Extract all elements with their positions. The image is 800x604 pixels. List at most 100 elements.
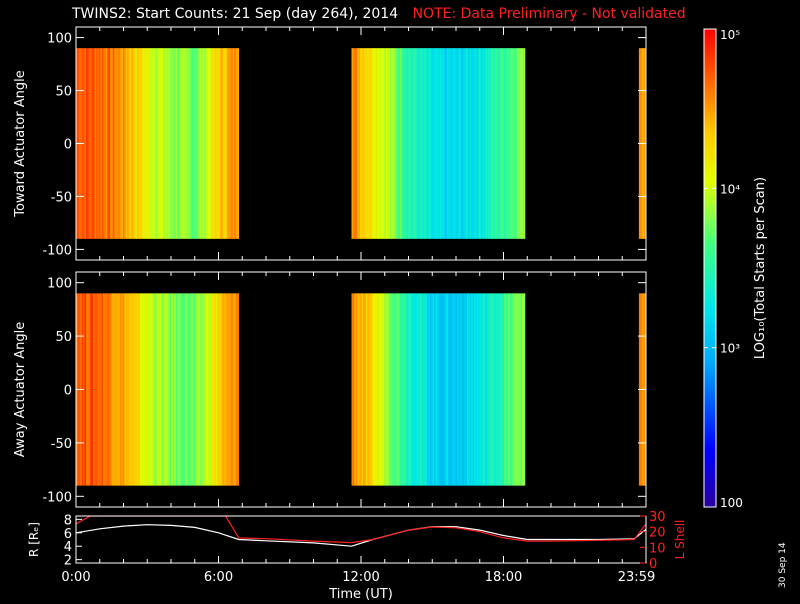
heatmap-column bbox=[182, 48, 185, 239]
heatmap-column bbox=[401, 48, 404, 239]
heatmap-column bbox=[360, 48, 362, 239]
heatmap-column bbox=[174, 293, 177, 486]
heatmap-column bbox=[419, 48, 422, 239]
heatmap-column bbox=[439, 48, 442, 239]
heatmap-column bbox=[481, 48, 483, 239]
heatmap-column bbox=[512, 48, 515, 239]
heatmap-column bbox=[140, 48, 142, 239]
heatmap-column bbox=[85, 48, 88, 239]
heatmap-column bbox=[389, 293, 392, 486]
heatmap-column bbox=[135, 48, 138, 239]
heatmap-column bbox=[404, 48, 407, 239]
heatmap-column bbox=[204, 48, 207, 239]
heatmap-column bbox=[175, 293, 178, 486]
heatmap-column bbox=[491, 293, 493, 486]
heatmap-column bbox=[498, 293, 501, 486]
heatmap-column bbox=[142, 48, 145, 239]
heatmap-column bbox=[208, 48, 211, 239]
y-axis-label: R [Rₑ] bbox=[27, 522, 41, 557]
heatmap-column bbox=[145, 48, 148, 239]
plot-title: TWINS2: Start Counts: 21 Sep (day 264), … bbox=[72, 6, 686, 22]
heatmap-column bbox=[418, 293, 421, 486]
heatmap-column bbox=[449, 293, 452, 486]
heatmap-column bbox=[492, 293, 495, 486]
x-tick-label: 12:00 bbox=[342, 570, 379, 585]
heatmap-column bbox=[409, 293, 412, 486]
heatmap-column bbox=[425, 48, 428, 239]
heatmap-column bbox=[238, 293, 240, 486]
heatmap-column bbox=[181, 48, 184, 239]
heatmap-column bbox=[147, 48, 150, 239]
colorbar-tick-label: 10³ bbox=[720, 342, 740, 356]
heatmap-column bbox=[100, 293, 103, 486]
heatmap-column bbox=[518, 48, 521, 239]
heatmap-column bbox=[172, 293, 175, 486]
heatmap-column bbox=[365, 48, 368, 239]
heatmap-column bbox=[113, 48, 115, 239]
heatmap-column bbox=[439, 293, 442, 486]
heatmap-column bbox=[167, 293, 170, 486]
heatmap-column bbox=[229, 293, 232, 486]
heatmap-column bbox=[421, 48, 424, 239]
heatmap-column bbox=[138, 293, 141, 486]
y-tick-label: 0 bbox=[64, 384, 72, 399]
heatmap-column bbox=[511, 293, 513, 486]
heatmap-column bbox=[464, 293, 466, 486]
heatmap-column bbox=[435, 48, 438, 239]
heatmap-column bbox=[113, 293, 115, 486]
heatmap-column bbox=[175, 48, 178, 239]
heatmap-column bbox=[485, 293, 488, 486]
heatmap-column bbox=[407, 48, 409, 239]
heatmap-column bbox=[501, 293, 503, 486]
heatmap-column bbox=[180, 293, 182, 486]
heatmap-column bbox=[364, 293, 367, 486]
heatmap-column bbox=[118, 293, 121, 486]
heatmap-column bbox=[168, 293, 171, 486]
title-text: TWINS2: Start Counts: 21 Sep (day 264), … bbox=[72, 6, 399, 22]
heatmap-column bbox=[458, 293, 461, 486]
heatmap-column bbox=[388, 48, 391, 239]
heatmap-column bbox=[204, 293, 207, 486]
heatmap-column bbox=[372, 48, 375, 239]
heatmap-column bbox=[191, 293, 194, 486]
heatmap-column bbox=[128, 48, 131, 239]
y-tick-label: 100 bbox=[47, 32, 72, 47]
heatmap-column bbox=[522, 48, 525, 239]
heatmap-column bbox=[141, 293, 144, 486]
heatmap-column bbox=[154, 48, 157, 239]
heatmap-column bbox=[134, 48, 137, 239]
heatmap-column bbox=[219, 48, 222, 239]
heatmap-column bbox=[351, 293, 354, 486]
heatmap-column bbox=[355, 48, 358, 239]
heatmap-column bbox=[499, 293, 502, 486]
heatmap-column bbox=[478, 48, 481, 239]
heatmap-column bbox=[202, 48, 205, 239]
y-tick-label: 50 bbox=[55, 85, 72, 100]
heatmap-column bbox=[419, 293, 422, 486]
heatmap-column bbox=[471, 48, 474, 239]
heatmap-column bbox=[371, 293, 374, 486]
heatmap-column bbox=[354, 48, 357, 239]
heatmap-column bbox=[465, 48, 468, 239]
heatmap-column bbox=[442, 48, 445, 239]
heatmap-column bbox=[164, 293, 167, 486]
heatmap-column bbox=[85, 293, 88, 486]
heatmap-column bbox=[434, 48, 436, 239]
heatmap-column bbox=[469, 293, 472, 486]
heatmap-column bbox=[394, 48, 397, 239]
heatmap-column bbox=[374, 48, 377, 239]
heatmap-column bbox=[225, 293, 228, 486]
heatmap-column bbox=[446, 48, 449, 239]
heatmap-column bbox=[399, 293, 402, 486]
heatmap-column bbox=[215, 293, 218, 486]
heatmap-column bbox=[468, 293, 471, 486]
heatmap-column bbox=[421, 293, 424, 486]
heatmap-column bbox=[190, 293, 192, 486]
heatmap-column bbox=[185, 48, 188, 239]
heatmap-column bbox=[221, 293, 224, 486]
heatmap-column bbox=[148, 293, 151, 486]
heatmap-column bbox=[368, 293, 371, 486]
heatmap-column bbox=[105, 293, 108, 486]
heatmap-column bbox=[377, 48, 379, 239]
heatmap-column bbox=[378, 48, 381, 239]
